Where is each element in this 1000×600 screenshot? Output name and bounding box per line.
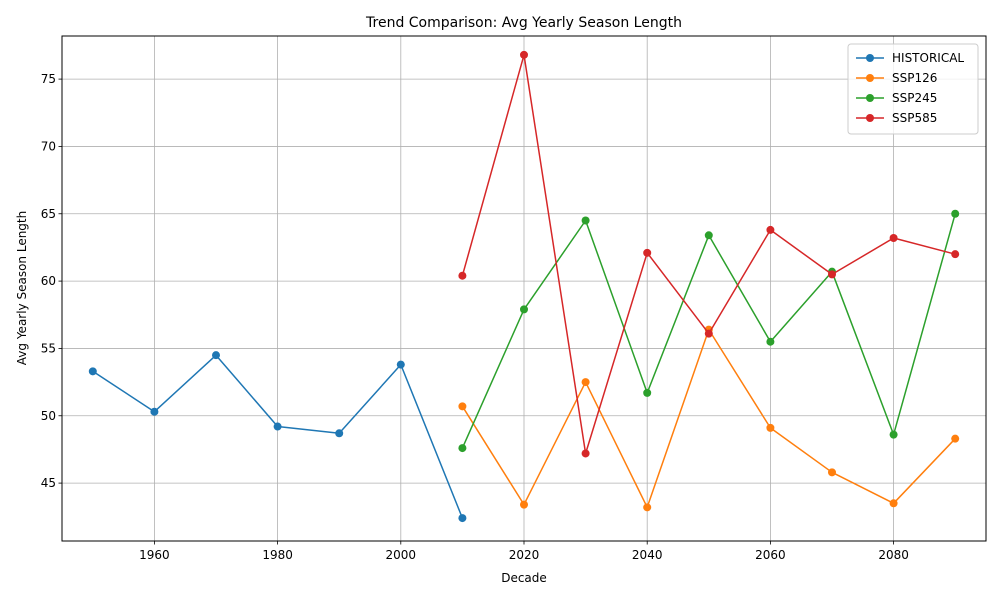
- data-point-ssp585: [458, 271, 467, 280]
- y-tick-label: 75: [41, 72, 56, 86]
- data-point-ssp245: [581, 216, 590, 225]
- data-point-ssp245: [520, 305, 528, 314]
- data-point-ssp585: [889, 234, 898, 242]
- data-point-ssp245: [951, 209, 960, 218]
- data-point-ssp585: [581, 449, 590, 458]
- data-point-ssp245: [889, 430, 898, 439]
- legend-marker-ssp245: [866, 94, 874, 102]
- legend-label-historical: HISTORICAL: [892, 51, 964, 65]
- data-point-historical: [273, 422, 282, 431]
- x-tick-label: 2080: [878, 548, 909, 562]
- data-point-ssp126: [520, 500, 528, 509]
- x-tick-label: 2020: [509, 548, 540, 562]
- legend-marker-ssp585: [866, 114, 874, 122]
- data-point-ssp245: [704, 231, 713, 240]
- data-point-historical: [150, 407, 159, 416]
- data-point-ssp245: [766, 337, 775, 346]
- legend-label-ssp585: SSP585: [892, 111, 937, 125]
- x-tick-label: 2000: [386, 548, 417, 562]
- y-tick-label: 55: [41, 341, 56, 355]
- data-point-ssp126: [766, 423, 775, 432]
- y-tick-label: 65: [41, 207, 56, 221]
- data-point-ssp126: [458, 402, 467, 411]
- legend: HISTORICAL SSP126 SSP245 SSP585: [847, 43, 979, 135]
- data-point-historical: [396, 360, 405, 369]
- data-point-ssp585: [828, 270, 836, 279]
- data-point-historical: [335, 429, 344, 438]
- legend-marker-historical: [866, 54, 874, 62]
- y-tick-label: 70: [41, 139, 56, 153]
- data-point-ssp585: [951, 250, 960, 259]
- grid: [62, 36, 986, 541]
- legend-box: [847, 43, 979, 135]
- data-point-historical: [458, 514, 467, 523]
- y-tick-label: 45: [41, 476, 56, 490]
- data-point-ssp245: [643, 388, 652, 397]
- legend-marker-ssp126: [866, 74, 874, 82]
- x-tick-label: 2060: [755, 548, 786, 562]
- x-axis-title: Decade: [501, 571, 547, 585]
- data-point-historical: [212, 351, 220, 360]
- legend-label-ssp245: SSP245: [892, 91, 937, 105]
- data-point-ssp126: [643, 503, 652, 512]
- series-layer: [88, 50, 960, 523]
- axis-ticks: 1960 1980 2000 2020 2040 2060 2080 45 50 55 60 65 70…: [41, 72, 909, 562]
- data-point-ssp585: [643, 248, 652, 257]
- y-tick-label: 50: [41, 409, 56, 423]
- data-point-ssp126: [889, 499, 898, 508]
- series-historical: [88, 351, 467, 523]
- y-tick-label: 60: [41, 274, 56, 288]
- x-tick-label: 2040: [632, 548, 663, 562]
- data-point-ssp126: [951, 434, 960, 443]
- y-axis-title: Avg Yearly Season Length: [15, 211, 29, 365]
- data-point-ssp585: [520, 50, 528, 59]
- series-ssp245: [458, 209, 960, 453]
- data-point-ssp126: [828, 468, 836, 477]
- data-point-ssp585: [766, 225, 775, 234]
- x-tick-label: 1980: [262, 548, 293, 562]
- x-tick-label: 1960: [139, 548, 170, 562]
- data-point-ssp245: [458, 444, 467, 453]
- data-point-historical: [88, 367, 97, 376]
- series-ssp585: [458, 50, 960, 458]
- chart-title: Trend Comparison: Avg Yearly Season Leng…: [365, 15, 682, 31]
- legend-label-ssp126: SSP126: [892, 71, 937, 85]
- data-point-ssp585: [704, 329, 713, 338]
- data-point-ssp126: [581, 378, 590, 387]
